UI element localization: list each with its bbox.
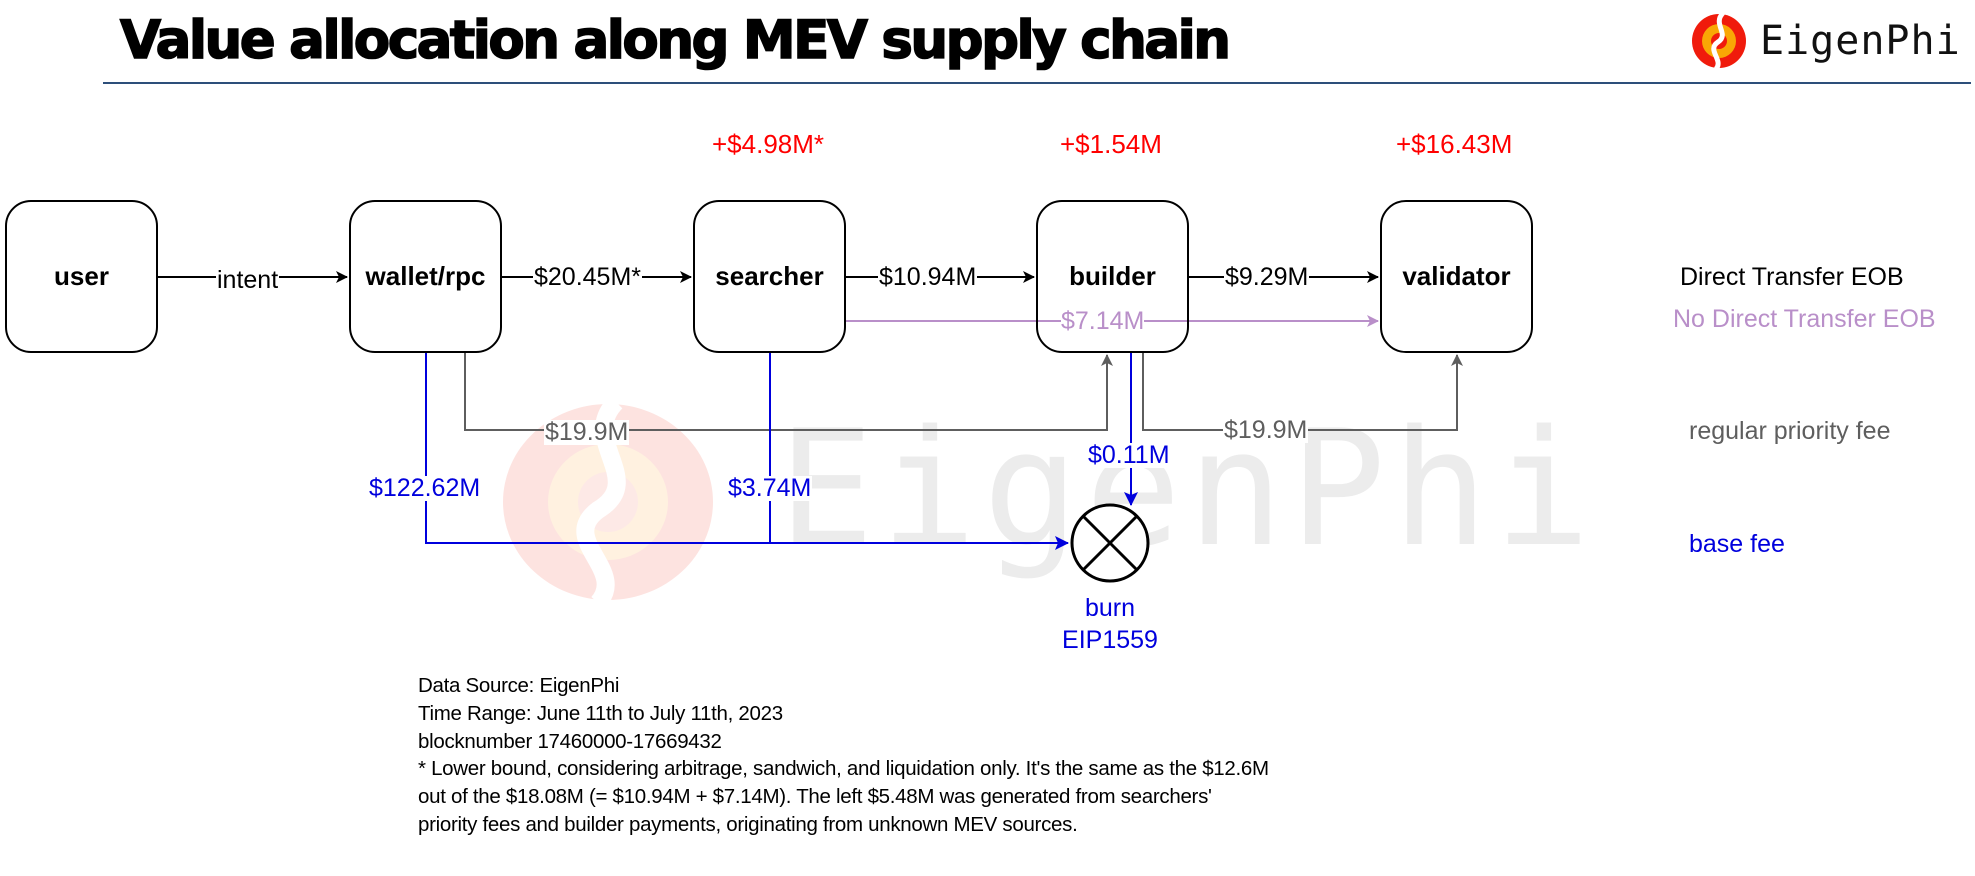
edge-label-searcher-builder: $10.94M bbox=[878, 263, 978, 291]
edge-label-wallet-builder-priority: $19.9M bbox=[544, 418, 630, 446]
page-title: Value allocation along MEV supply chain bbox=[119, 9, 1232, 72]
legend-priority-fee: regular priority fee bbox=[1689, 417, 1891, 445]
node-searcher: searcher bbox=[693, 200, 846, 353]
node-wallet-rpc: wallet/rpc bbox=[349, 200, 502, 353]
gain-searcher: +$4.98M* bbox=[712, 129, 825, 159]
edge-label-wallet-base-fee: $122.62M bbox=[368, 474, 482, 502]
eigenphi-logo-icon bbox=[1692, 12, 1746, 70]
title-divider bbox=[103, 82, 1971, 84]
edge-label-intent: intent bbox=[216, 266, 280, 294]
watermark-text: EigenPhi bbox=[778, 395, 1597, 582]
brand-logo: EigenPhi bbox=[1690, 12, 1961, 70]
note-time-range: Time Range: June 11th to July 11th, 2023 bbox=[418, 701, 783, 725]
legend-no-direct-transfer: No Direct Transfer EOB bbox=[1673, 305, 1936, 333]
footnotes: Data Source: EigenPhi Time Range: June 1… bbox=[418, 672, 1269, 839]
note-block-range: blocknumber 17460000-17669432 bbox=[418, 729, 722, 753]
node-user: user bbox=[5, 200, 158, 353]
gain-validator: +$16.43M bbox=[1396, 129, 1513, 159]
edge-label-builder-base-fee: $0.11M bbox=[1087, 441, 1171, 469]
edge-label-builder-validator: $9.29M bbox=[1224, 263, 1310, 291]
edge-label-builder-validator-priority: $19.9M bbox=[1223, 416, 1309, 444]
note-footnote-line3: priority fees and builder payments, orig… bbox=[418, 812, 1078, 836]
gain-builder: +$1.54M bbox=[1060, 129, 1162, 159]
node-builder: builder bbox=[1036, 200, 1189, 353]
burn-label: burn EIP1559 bbox=[1060, 592, 1160, 656]
burn-label-line2: EIP1559 bbox=[1062, 626, 1158, 654]
note-data-source: Data Source: EigenPhi bbox=[418, 674, 620, 697]
note-footnote-line1: * Lower bound, considering arbitrage, sa… bbox=[418, 757, 1269, 781]
note-footnote-line2: out of the $18.08M (= $10.94M + $7.14M).… bbox=[418, 785, 1212, 809]
brand-name: EigenPhi bbox=[1760, 18, 1961, 64]
burn-label-line1: burn bbox=[1084, 594, 1136, 622]
legend-base-fee: base fee bbox=[1689, 530, 1785, 558]
node-validator: validator bbox=[1380, 200, 1533, 353]
edge-label-wallet-searcher: $20.45M* bbox=[533, 263, 643, 291]
edge-label-searcher-base-fee: $3.74M bbox=[727, 474, 813, 502]
burn-icon bbox=[1070, 503, 1150, 583]
edge-label-no-direct: $7.14M bbox=[1061, 307, 1145, 335]
legend-direct-transfer: Direct Transfer EOB bbox=[1680, 263, 1904, 291]
